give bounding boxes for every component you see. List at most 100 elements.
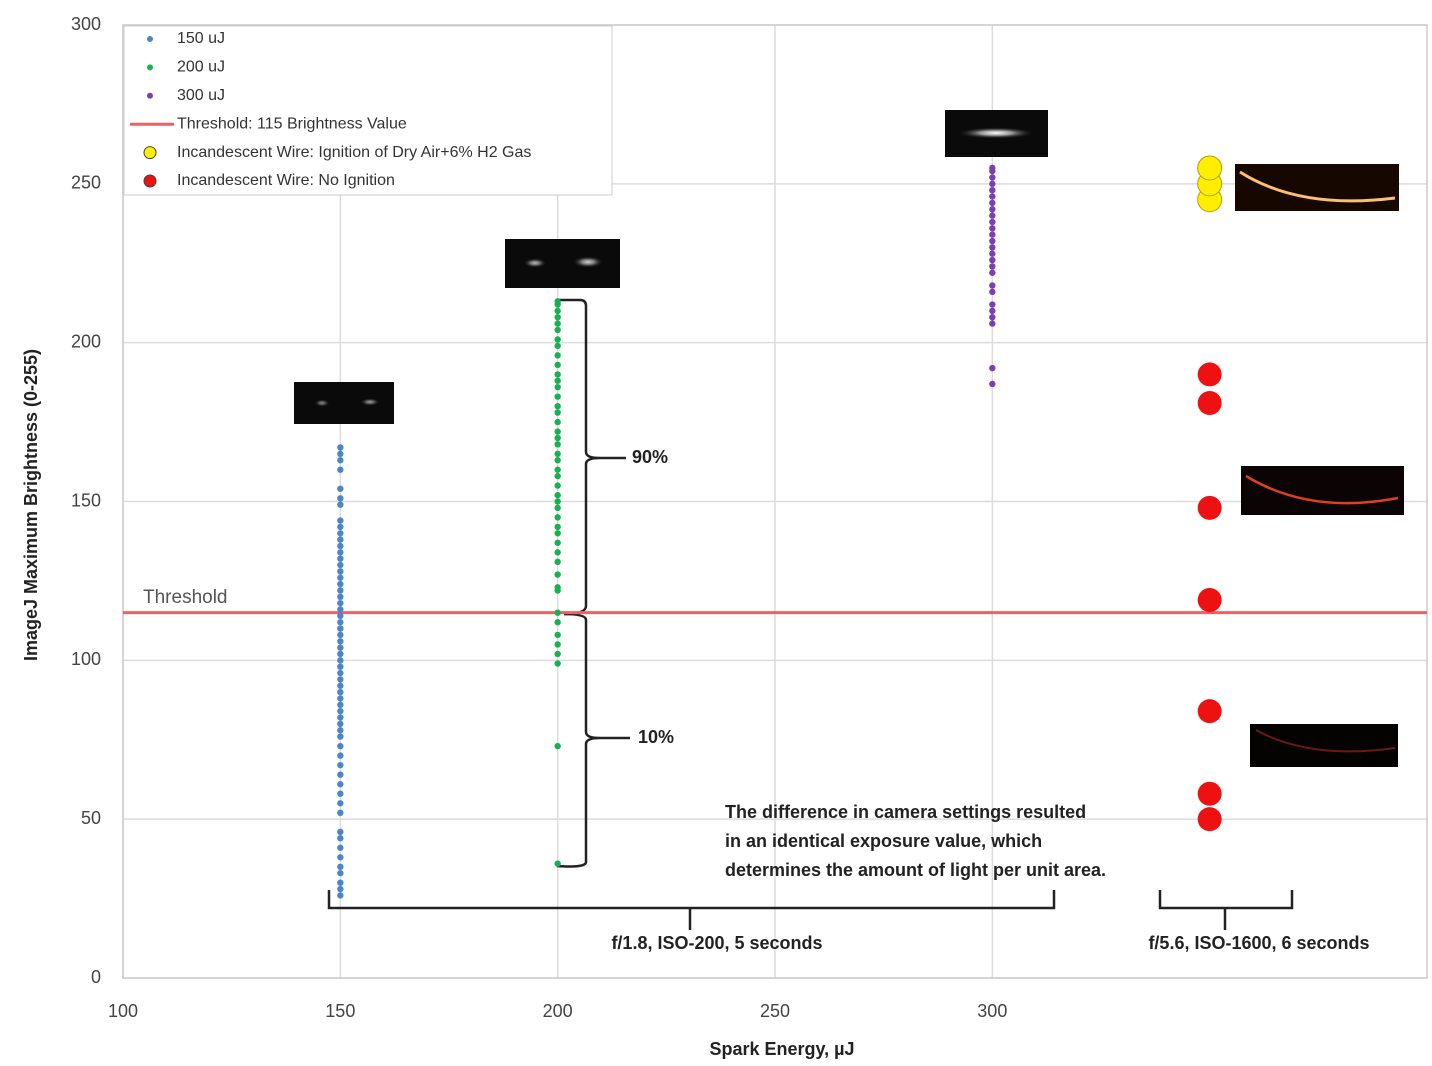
- point: [989, 301, 996, 308]
- point: [1197, 362, 1222, 387]
- point: [337, 580, 344, 588]
- y-tick-label: 200: [71, 331, 101, 351]
- legend-label: 150 uJ: [177, 30, 225, 47]
- point: [337, 790, 344, 797]
- point: [337, 714, 344, 721]
- point: [554, 450, 561, 458]
- point: [989, 320, 996, 327]
- point: [989, 263, 996, 270]
- point: [554, 472, 561, 480]
- legend-marker: [147, 64, 153, 71]
- y-tick-label: 100: [71, 649, 101, 669]
- legend-marker: [147, 92, 153, 99]
- point: [554, 342, 561, 350]
- point: [337, 695, 344, 702]
- point: [554, 314, 561, 321]
- point: [337, 612, 344, 620]
- x-axis-title: Spark Energy, µJ: [709, 1039, 854, 1059]
- point: [989, 164, 996, 172]
- point: [554, 393, 561, 400]
- point: [337, 555, 344, 562]
- point: [337, 800, 344, 807]
- point: [337, 530, 344, 537]
- point: [337, 863, 344, 871]
- point: [337, 761, 344, 769]
- y-tick-label: 150: [71, 490, 101, 510]
- point: [337, 536, 344, 543]
- point: [554, 434, 561, 442]
- point: [554, 409, 561, 416]
- point: [1197, 391, 1222, 416]
- point: [554, 619, 561, 626]
- wire-glow: [1245, 474, 1399, 505]
- point: [337, 561, 344, 569]
- point: [989, 231, 996, 238]
- point: [337, 574, 344, 581]
- point: [554, 860, 561, 867]
- point: [554, 403, 561, 410]
- legend-marker: [143, 174, 157, 188]
- point: [337, 727, 344, 734]
- point: [337, 663, 344, 670]
- point: [989, 174, 996, 181]
- legend-label: 300 uJ: [177, 87, 225, 104]
- annotation: 90%: [632, 447, 668, 467]
- point: [337, 517, 344, 524]
- point: [554, 326, 561, 334]
- wire-glow: [1239, 170, 1396, 203]
- point: [337, 701, 344, 709]
- spark-glow: [956, 127, 1036, 139]
- legend-label: Incandescent Wire: No Ignition: [177, 172, 395, 189]
- note-line: in an identical exposure value, which: [725, 831, 1042, 851]
- point: [337, 638, 344, 645]
- point: [554, 498, 561, 505]
- point: [554, 457, 561, 464]
- y-tick-label: 300: [71, 14, 101, 34]
- x-tick-label: 200: [543, 1001, 573, 1021]
- point: [554, 609, 561, 616]
- legend-marker: [143, 146, 157, 160]
- wire-image: [1250, 724, 1398, 767]
- point: [337, 501, 344, 508]
- point: [337, 742, 344, 750]
- point: [1197, 699, 1222, 724]
- point: [337, 549, 344, 556]
- point: [554, 361, 561, 369]
- point: [554, 660, 561, 667]
- point: [337, 781, 344, 788]
- point: [554, 631, 561, 639]
- point: [554, 584, 561, 591]
- point: [554, 514, 561, 521]
- point: [337, 892, 344, 899]
- point: [554, 441, 561, 448]
- legend: 150 uJ 200 uJ 300 uJ Threshold: 115 Brightn…: [130, 30, 531, 189]
- point: [989, 269, 996, 276]
- y-axis-title: ImageJ Maximum Brightness (0-255): [21, 349, 41, 661]
- legend-label: Incandescent Wire: Ignition of Dry Air+6…: [177, 144, 531, 161]
- x-tick-label: 150: [325, 1001, 355, 1021]
- point: [989, 244, 996, 251]
- x-tick-label: 300: [977, 1001, 1007, 1021]
- point: [554, 377, 561, 384]
- point: [989, 218, 996, 226]
- brace: [327, 890, 1056, 930]
- point: [337, 625, 344, 632]
- y-tick-label: 0: [91, 967, 101, 987]
- point: [337, 523, 344, 531]
- point: [554, 571, 561, 578]
- point: [337, 644, 344, 651]
- point: [337, 885, 344, 893]
- point: [554, 428, 561, 435]
- brace: [1158, 890, 1294, 930]
- point: [989, 314, 996, 321]
- point: [337, 669, 344, 677]
- point: [337, 542, 344, 550]
- point: [337, 593, 344, 600]
- point: [1197, 807, 1222, 832]
- point: [337, 568, 344, 575]
- point: [337, 809, 344, 817]
- point: [1197, 587, 1222, 612]
- point: [989, 307, 996, 315]
- legend-label: 200 uJ: [177, 59, 225, 76]
